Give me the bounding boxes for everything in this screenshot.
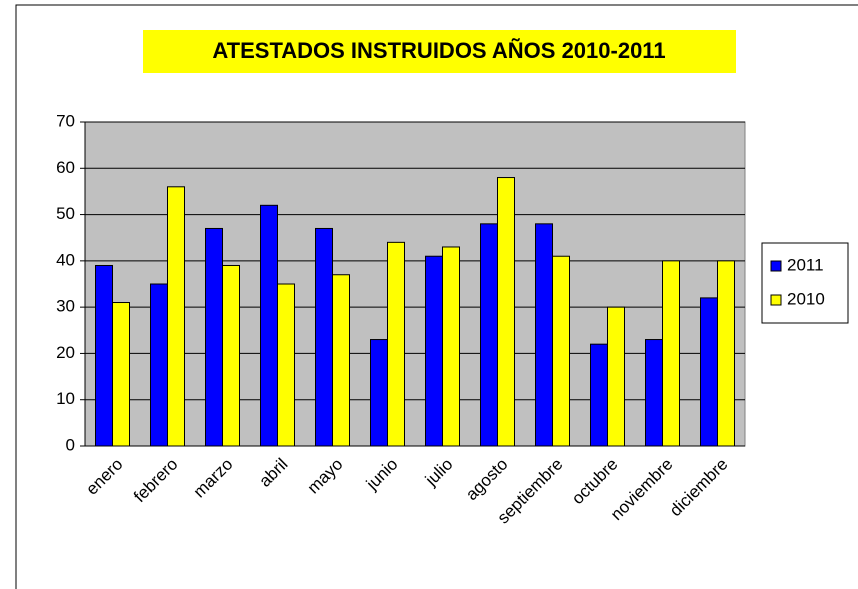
- bar: [480, 223, 498, 447]
- legend-box: [761, 242, 849, 324]
- chart-title: ATESTADOS INSTRUIDOS AÑOS 2010-2011: [212, 38, 665, 63]
- legend-label: 2011: [787, 255, 824, 274]
- y-tick-label: 10: [56, 389, 75, 408]
- bar: [552, 255, 570, 447]
- bar: [700, 297, 718, 447]
- y-tick-label: 60: [56, 158, 75, 177]
- y-tick-label: 70: [56, 111, 75, 130]
- bar: [607, 306, 625, 447]
- bar: [222, 264, 240, 447]
- bar: [370, 339, 388, 447]
- bar: [332, 274, 350, 447]
- y-tick-label: 30: [56, 297, 75, 316]
- bar: [590, 343, 608, 447]
- bar: [167, 186, 185, 447]
- bar: [150, 283, 168, 447]
- bar: [442, 246, 460, 447]
- bar: [277, 283, 295, 447]
- bar: [387, 241, 405, 447]
- plot-area: [84, 121, 746, 447]
- bar: [425, 255, 443, 447]
- bar: [112, 302, 130, 447]
- bar: [260, 204, 278, 447]
- legend-swatch: [770, 294, 782, 306]
- legend-swatch: [770, 260, 782, 272]
- bar: [315, 227, 333, 447]
- bar: [95, 264, 113, 447]
- bar: [497, 177, 515, 447]
- y-tick-label: 20: [56, 343, 75, 362]
- bar: [717, 260, 735, 447]
- legend-label: 2010: [787, 289, 825, 308]
- bar: [205, 227, 223, 447]
- bar: [662, 260, 680, 447]
- title-box: [143, 30, 736, 73]
- bar: [535, 223, 553, 447]
- y-tick-label: 0: [66, 435, 75, 454]
- bar: [645, 339, 663, 447]
- y-tick-label: 40: [56, 250, 75, 269]
- y-tick-label: 50: [56, 204, 75, 223]
